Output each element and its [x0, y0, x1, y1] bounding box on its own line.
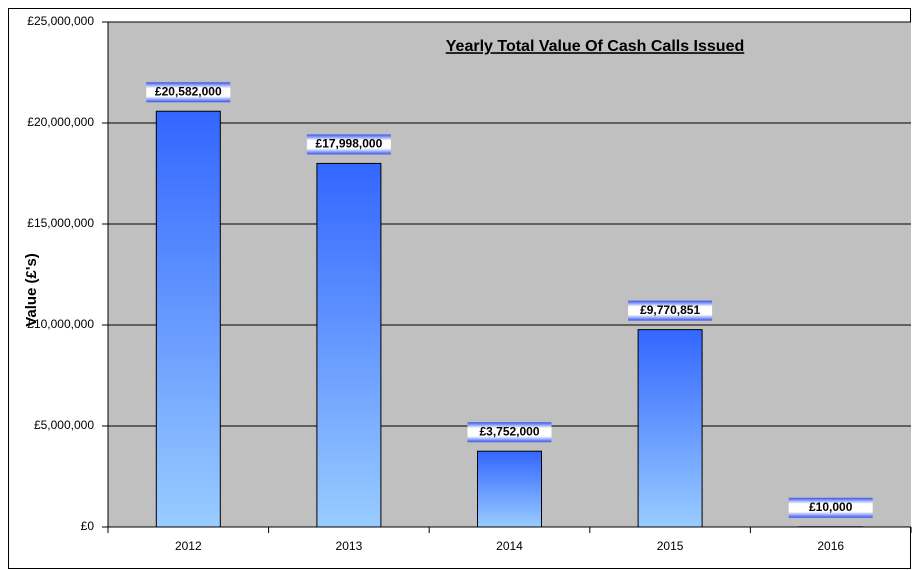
plot-area [108, 22, 911, 527]
value-label: £20,582,000 [155, 84, 222, 98]
y-tick-label: £25,000,000 [27, 14, 94, 28]
y-axis-label: Value (£'s) [23, 253, 40, 327]
value-label: £10,000 [809, 500, 853, 514]
y-tick-label: £0 [81, 519, 95, 533]
value-label-box [628, 300, 713, 321]
y-tick-label: £10,000,000 [27, 317, 94, 331]
value-label-box [306, 134, 391, 155]
value-label-box [146, 82, 231, 103]
bar [316, 162, 382, 528]
value-label-box [467, 422, 552, 443]
value-label: £9,770,851 [640, 303, 700, 317]
value-label-box [788, 497, 873, 518]
bar [637, 329, 703, 528]
y-tick-label: £5,000,000 [34, 418, 94, 432]
bar [155, 110, 221, 528]
x-tick-label: 2014 [496, 539, 523, 553]
value-label: £3,752,000 [479, 424, 539, 438]
value-label: £17,998,000 [316, 137, 383, 151]
x-tick-label: 2016 [817, 539, 844, 553]
x-tick-label: 2012 [175, 539, 202, 553]
x-tick-label: 2013 [336, 539, 363, 553]
y-tick-label: £15,000,000 [27, 216, 94, 230]
y-tick-label: £20,000,000 [27, 115, 94, 129]
bar [477, 450, 542, 528]
x-tick-label: 2015 [657, 539, 684, 553]
chart-title: Yearly Total Value Of Cash Calls Issued [446, 38, 745, 55]
